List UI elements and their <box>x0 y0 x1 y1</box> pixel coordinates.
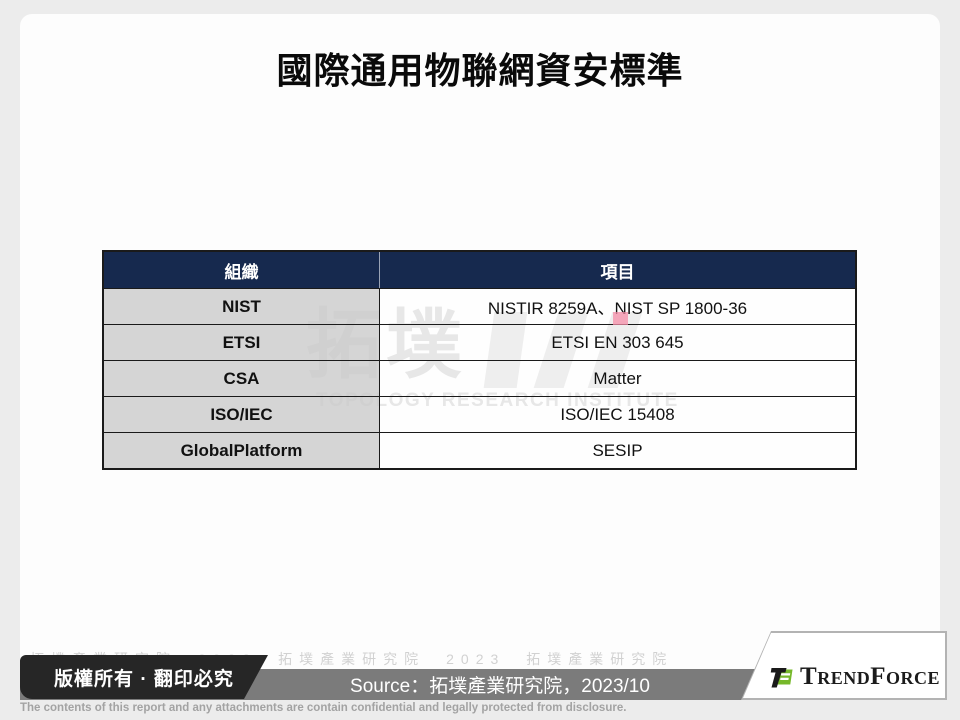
copyright-text: 版權所有 · 翻印必究 <box>54 668 234 690</box>
table-body: NIST NISTIR 8259A、NIST SP 1800-36 ETSI E… <box>104 288 855 468</box>
org-cell: NIST <box>104 288 380 324</box>
page-title: 國際通用物聯網資安標準 <box>276 51 684 91</box>
table-header-item: 項目 <box>380 252 855 288</box>
table-header-row: 組織 項目 <box>104 252 855 288</box>
pink-highlight-marker <box>613 312 628 325</box>
table-row: GlobalPlatform SESIP <box>104 432 855 468</box>
org-cell: ISO/IEC <box>104 396 380 432</box>
trendforce-logo-plate-inner: TrendForce <box>743 633 945 698</box>
table-row: ISO/IEC ISO/IEC 15408 <box>104 396 855 432</box>
org-cell: ETSI <box>104 324 380 360</box>
source-text: Source：拓墣產業研究院，2023/10 <box>350 676 650 697</box>
item-cell: SESIP <box>380 432 855 468</box>
table-row: CSA Matter <box>104 360 855 396</box>
standards-table: 組織 項目 NIST NISTIR 8259A、NIST SP 1800-36 … <box>102 250 857 470</box>
item-cell: NISTIR 8259A、NIST SP 1800-36 <box>380 288 855 324</box>
org-cell: GlobalPlatform <box>104 432 380 468</box>
table-row: ETSI ETSI EN 303 645 <box>104 324 855 360</box>
org-cell: CSA <box>104 360 380 396</box>
table-header-org: 組織 <box>104 252 380 288</box>
disclaimer-text: The contents of this report and any atta… <box>20 702 627 714</box>
table-row: NIST NISTIR 8259A、NIST SP 1800-36 <box>104 288 855 324</box>
trendforce-logo-icon <box>770 667 793 688</box>
trendforce-logo-text: TrendForce <box>800 663 940 690</box>
item-cell: Matter <box>380 360 855 396</box>
item-cell: ETSI EN 303 645 <box>380 324 855 360</box>
trendforce-logo-plate: TrendForce <box>741 631 947 700</box>
copyright-ribbon <box>20 655 244 699</box>
item-cell: ISO/IEC 15408 <box>380 396 855 432</box>
trendforce-logo: TrendForce <box>770 661 940 693</box>
